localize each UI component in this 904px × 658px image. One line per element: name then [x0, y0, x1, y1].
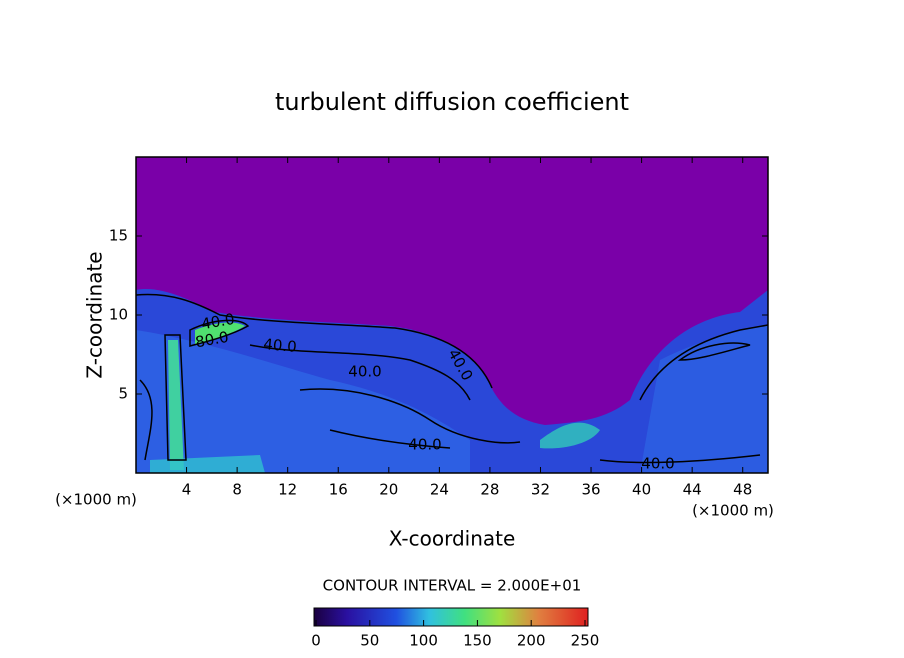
x-tick-label: 24: [430, 481, 449, 499]
colorbar-tick-label: 0: [311, 632, 321, 650]
chart-title: turbulent diffusion coefficient: [275, 88, 629, 116]
x-tick-label: 40: [632, 481, 651, 499]
x-unit-label: (×1000 m): [55, 491, 137, 509]
x-tick-label: 36: [581, 481, 600, 499]
x-tick-label: 20: [379, 481, 398, 499]
x-tick-label: 32: [531, 481, 550, 499]
contour-label: 80.0: [194, 328, 230, 352]
colorbar-tick-label: 50: [360, 632, 379, 650]
contour-label: 40.0: [200, 310, 236, 334]
x-tick-label: 8: [232, 481, 242, 499]
x-tick-label: 28: [480, 481, 499, 499]
y-tick-label: 10: [109, 306, 128, 324]
contour-label: 40.0: [348, 363, 381, 381]
y-axis-label: Z-coordinate: [83, 251, 107, 378]
colorbar-tick-label: 250: [571, 632, 600, 650]
contour-note: CONTOUR INTERVAL = 2.000E+01: [323, 577, 582, 595]
x-axis-label: X-coordinate: [389, 527, 516, 551]
y-tick-label: 15: [109, 227, 128, 245]
colorbar: [313, 607, 589, 627]
contour-label: 40.0: [263, 335, 298, 356]
x-tick-label: 12: [278, 481, 297, 499]
field: [136, 157, 768, 473]
x-tick-label: 44: [683, 481, 702, 499]
x-tick-label: 48: [733, 481, 752, 499]
colorbar-tick-label: 100: [409, 632, 438, 650]
x-tick-label: 4: [182, 481, 192, 499]
y-tick-label: 5: [118, 385, 128, 403]
colorbar-tick-label: 200: [517, 632, 546, 650]
colorbar-tick-label: 150: [463, 632, 492, 650]
contour-label: 40.0: [408, 436, 441, 454]
x-tick-label: 16: [329, 481, 348, 499]
x-unit-label: (×1000 m): [692, 502, 774, 520]
contour-label: 40.0: [641, 455, 674, 473]
